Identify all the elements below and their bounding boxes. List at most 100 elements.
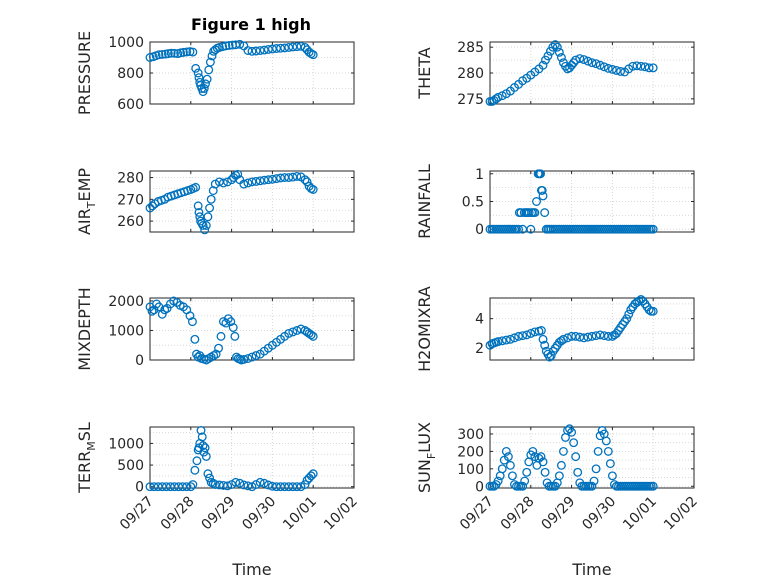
data-point — [255, 46, 265, 55]
data-point — [526, 328, 536, 338]
data-point — [624, 309, 634, 319]
data-point — [603, 63, 613, 73]
data-point — [599, 62, 609, 72]
data-point — [251, 351, 261, 361]
y-axis-label: PRESSURE — [75, 31, 94, 115]
data-point — [230, 331, 240, 341]
data-point — [263, 44, 273, 54]
subplot-3: 260 270 280 AIRTEMP — [75, 168, 355, 235]
data-point — [251, 177, 261, 186]
data-point — [648, 481, 658, 491]
data-point — [308, 331, 318, 341]
data-point — [569, 58, 579, 68]
data-point — [214, 42, 224, 52]
data-point — [579, 55, 589, 65]
data-point — [302, 177, 312, 187]
y-tick-label: 4 — [475, 312, 484, 328]
x-tick-label: 09/29 — [539, 494, 579, 534]
data-point — [263, 175, 273, 185]
y-tick-label: 1000 — [108, 35, 144, 51]
data-point — [263, 480, 273, 490]
x-axis-label: Time — [231, 560, 271, 579]
data-point — [190, 334, 200, 344]
data-point — [589, 476, 599, 486]
data-point — [198, 221, 208, 230]
data-point — [259, 478, 269, 488]
data-point — [540, 340, 550, 350]
data-point — [300, 175, 310, 185]
data-point — [191, 182, 201, 192]
data-point — [537, 185, 547, 195]
grid — [149, 298, 355, 361]
data-point — [497, 336, 507, 346]
series-markers — [485, 40, 658, 106]
data-point — [202, 74, 212, 84]
data-point — [194, 207, 204, 217]
grid — [489, 298, 695, 360]
data-point — [507, 471, 517, 481]
data-point — [199, 84, 209, 93]
data-point — [632, 61, 642, 71]
data-point — [203, 212, 213, 222]
data-point — [243, 481, 253, 491]
data-point — [221, 318, 231, 328]
y-tick-label: 600 — [117, 97, 144, 113]
data-point — [292, 171, 302, 181]
data-point — [247, 177, 257, 187]
series-markers — [145, 426, 318, 492]
data-point — [607, 64, 617, 74]
y-tick-label: 280 — [457, 66, 484, 82]
data-point — [243, 178, 253, 188]
data-point — [243, 354, 253, 363]
data-point — [640, 62, 650, 72]
data-point — [583, 56, 593, 66]
data-point — [601, 436, 611, 446]
axes-frame — [149, 297, 355, 361]
data-point — [152, 299, 161, 309]
data-point — [538, 191, 548, 201]
data-point — [514, 331, 524, 341]
data-point — [284, 328, 294, 338]
data-point — [284, 173, 294, 182]
axes-frame — [489, 426, 695, 489]
data-point — [200, 443, 210, 453]
y-tick-label: 1000 — [108, 323, 144, 339]
data-point — [538, 60, 548, 70]
data-point — [591, 59, 601, 69]
data-point — [546, 351, 556, 361]
data-point — [514, 224, 524, 234]
data-point — [239, 480, 249, 490]
y-axis-label: RAINFALL — [415, 164, 434, 239]
data-point — [558, 334, 568, 344]
series-markers — [145, 169, 318, 235]
data-point — [575, 54, 585, 63]
data-point — [528, 446, 538, 456]
data-point — [612, 65, 621, 75]
data-point — [206, 194, 216, 204]
x-tick-label: 10/02 — [661, 494, 701, 534]
data-point — [231, 40, 241, 50]
y-axis-label: H2OMIXRA — [415, 286, 434, 372]
data-point — [538, 457, 548, 467]
data-point — [149, 305, 159, 315]
data-point — [186, 482, 196, 492]
data-point — [548, 42, 558, 52]
data-point — [239, 354, 249, 364]
data-point — [530, 327, 540, 337]
data-point — [603, 331, 613, 341]
data-point — [235, 478, 245, 488]
data-point — [235, 39, 245, 49]
data-point — [501, 446, 511, 456]
data-point — [208, 478, 218, 488]
data-point — [201, 221, 211, 230]
data-point — [211, 349, 221, 359]
series-markers — [145, 296, 318, 365]
data-point — [518, 481, 528, 491]
data-point — [595, 330, 605, 340]
data-point — [493, 337, 503, 346]
data-point — [224, 40, 234, 50]
y-axis-label: AIRTEMP — [75, 168, 98, 235]
subplot-2: 275 280 285 THETA — [415, 40, 695, 108]
data-point — [538, 334, 548, 344]
data-point — [510, 333, 519, 343]
